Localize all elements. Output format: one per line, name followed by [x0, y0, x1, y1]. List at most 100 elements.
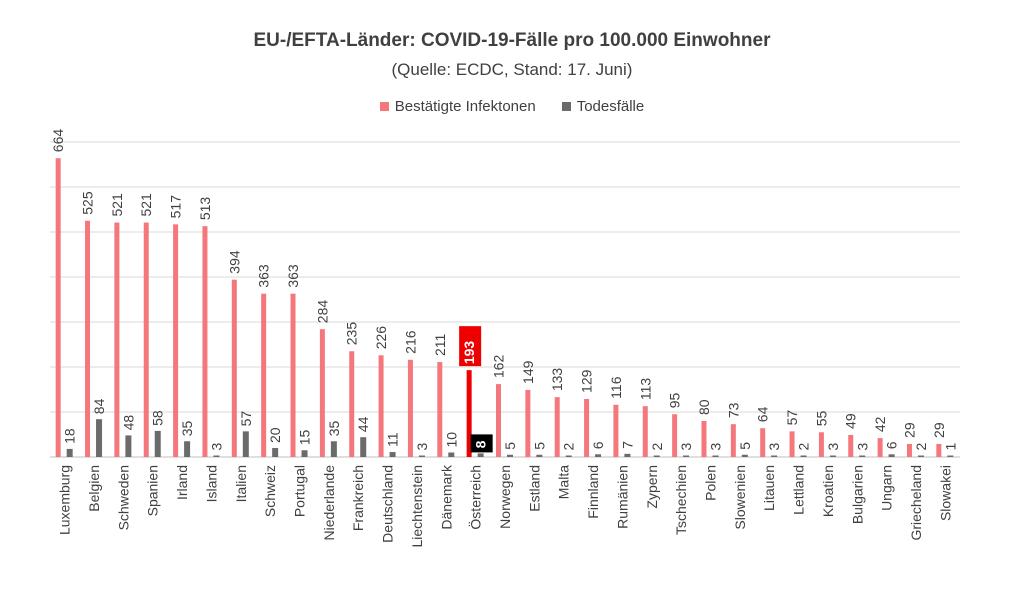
data-label-deaths: 3 [414, 443, 430, 451]
data-label-deaths: 3 [707, 443, 723, 451]
category-label: Schweden [115, 465, 131, 530]
bar-deaths [301, 450, 308, 457]
bar-infections [848, 434, 854, 457]
category-label: Zypern [644, 465, 660, 509]
bar-deaths [947, 455, 954, 457]
data-label-infections: 211 [432, 334, 448, 357]
data-label-infections: 226 [373, 326, 389, 350]
bar-deaths [360, 437, 367, 457]
bar-deaths [213, 455, 220, 457]
data-label-infections: 235 [344, 322, 360, 346]
bar-deaths [418, 455, 425, 457]
data-label-infections: 49 [843, 413, 859, 429]
bar-infections [672, 414, 678, 457]
category-label: Schweiz [262, 465, 278, 517]
category-label: Portugal [292, 465, 308, 517]
category-label: Italien [233, 465, 249, 502]
bar-deaths [389, 452, 396, 457]
bar-deaths [800, 455, 807, 457]
data-label-deaths: 5 [737, 442, 753, 450]
bar-infections [173, 224, 179, 457]
category-label: Kroatien [820, 465, 836, 517]
data-label-deaths: 20 [267, 427, 283, 443]
data-label-deaths: 6 [590, 441, 606, 449]
data-label-deaths: 1 [942, 443, 958, 451]
data-label-deaths: 7 [619, 441, 635, 449]
data-label-infections: 193 [461, 341, 477, 365]
bar-deaths [595, 454, 602, 457]
category-label: Island [203, 465, 219, 502]
bar-infections [231, 279, 237, 457]
data-label-infections: 29 [931, 422, 947, 438]
bar-infections [906, 443, 912, 457]
data-label-infections: 162 [491, 355, 507, 379]
bar-deaths [888, 454, 895, 457]
category-label: Polen [702, 465, 718, 501]
category-label: Norwegen [497, 465, 513, 529]
category-label: Belgien [86, 465, 102, 512]
bar-deaths [96, 419, 103, 457]
bar-infections [407, 359, 413, 457]
data-label-infections: 73 [725, 402, 741, 418]
bar-deaths [771, 455, 778, 457]
highlight-label-box-infections [459, 326, 482, 367]
data-label-infections: 113 [637, 378, 653, 401]
bar-infections [466, 370, 472, 457]
bar-deaths [741, 454, 748, 457]
chart-title: EU-/EFTA-Länder: COVID-19-Fälle pro 100.… [253, 30, 771, 51]
bar-deaths [125, 435, 132, 457]
data-label-deaths: 3 [678, 443, 694, 451]
bar-deaths [330, 441, 337, 457]
category-label: Griecheland [908, 465, 924, 541]
bar-infections [349, 351, 355, 457]
data-label-infections: 55 [813, 410, 829, 426]
data-label-infections: 525 [80, 191, 96, 215]
bar-infections [760, 428, 766, 457]
data-label-deaths: 18 [62, 428, 78, 444]
data-label-deaths: 35 [326, 420, 342, 436]
bar-deaths [154, 430, 161, 457]
category-label: Dänemark [438, 464, 454, 530]
bar-deaths [184, 441, 191, 457]
data-label-infections: 29 [901, 422, 917, 438]
bar-infections [290, 293, 296, 457]
legend-item-deaths: Todesfälle [561, 98, 645, 115]
bar-deaths [66, 448, 73, 457]
data-label-deaths: 44 [355, 416, 371, 432]
bar-deaths [829, 455, 836, 457]
data-label-infections: 513 [197, 197, 213, 221]
data-label-deaths: 11 [385, 432, 401, 447]
legend-label-deaths: Todesfälle [576, 98, 645, 115]
bar-infections [730, 424, 736, 457]
data-label-infections: 517 [168, 195, 184, 219]
category-label: Bulgarien [849, 465, 865, 524]
bar-infections [261, 293, 267, 457]
data-label-deaths: 5 [531, 442, 547, 450]
bar-infections [701, 421, 707, 457]
data-label-deaths: 6 [884, 441, 900, 449]
legend-swatch-infections [379, 102, 389, 111]
data-label-infections: 149 [520, 360, 536, 384]
data-label-deaths: 58 [150, 410, 166, 426]
category-label: Slowakei [937, 465, 953, 521]
legend-label-infections: Bestätigte Infektonen [394, 98, 536, 115]
bar-infections [143, 222, 149, 457]
bar-infections [642, 406, 648, 457]
bar-infections [202, 226, 208, 457]
data-label-deaths: 35 [179, 420, 195, 436]
legend-item-infections: Bestätigte Infektonen [379, 98, 536, 115]
bar-infections [584, 398, 590, 457]
data-label-infections: 80 [696, 399, 712, 415]
bar-infections [936, 443, 942, 457]
bar-deaths [536, 454, 543, 457]
bar-deaths [712, 455, 719, 457]
category-label: Liechtenstein [409, 465, 425, 548]
data-label-infections: 216 [402, 330, 418, 354]
highlight-label-box-deaths [470, 434, 493, 453]
data-label-infections: 133 [549, 368, 565, 392]
category-label: Rumänien [614, 465, 630, 529]
bar-infections [789, 431, 795, 457]
data-label-deaths: 3 [208, 443, 224, 451]
data-label-deaths: 10 [443, 432, 459, 448]
